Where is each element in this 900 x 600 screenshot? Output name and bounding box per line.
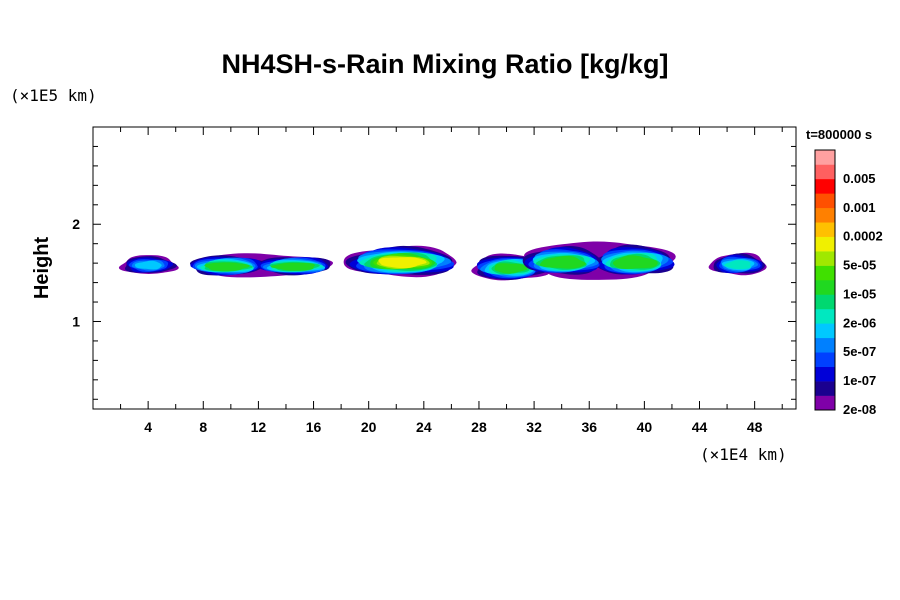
colorbar-swatch xyxy=(815,251,835,266)
y-tick-label: 1 xyxy=(72,313,80,329)
colorbar-swatch xyxy=(815,381,835,396)
colorbar-swatch xyxy=(815,193,835,209)
colorbar-swatch xyxy=(815,222,835,237)
x-unit-label: (×1E4 km) xyxy=(700,445,787,464)
colorbar-swatch xyxy=(815,337,835,353)
colorbar: 2e-08 1e-07 5e-07 2e-06 1e-05 5e-05 0.0002 0.00… xyxy=(814,149,883,417)
x-tick-label: 8 xyxy=(199,419,207,435)
colorbar-swatch xyxy=(815,395,835,411)
x-tick-label: 16 xyxy=(306,419,322,435)
x-tick-label: 28 xyxy=(471,419,487,435)
contour-band xyxy=(204,262,250,272)
x-tick-label: 44 xyxy=(692,419,708,435)
colorbar-label: 2e-06 xyxy=(843,315,876,330)
contour-band xyxy=(134,260,162,270)
cloud-layer xyxy=(190,253,334,278)
x-tick-label: 20 xyxy=(361,419,377,435)
colorbar-swatch xyxy=(815,164,835,180)
colorbar-swatch xyxy=(815,323,835,339)
contour-band xyxy=(612,255,658,269)
contour-fields xyxy=(118,241,767,281)
colorbar-swatch xyxy=(815,308,835,324)
cloud-layer xyxy=(343,245,457,278)
colorbar-swatch xyxy=(815,178,835,194)
contour-band xyxy=(539,255,586,269)
x-tick-label: 32 xyxy=(526,419,542,435)
x-tick-label: 40 xyxy=(637,419,653,435)
colorbar-swatch xyxy=(815,236,835,252)
x-axis: 4 8 12 16 20 24 28 32 36 40 44 48 xyxy=(120,127,783,435)
cloud-layer xyxy=(522,241,676,280)
colorbar-swatch xyxy=(815,366,835,382)
x-tick-label: 48 xyxy=(747,419,763,435)
colorbar-frame xyxy=(814,149,836,411)
colorbar-swatch xyxy=(815,150,835,165)
cloud-layer xyxy=(118,255,179,274)
cloud-layer xyxy=(708,252,767,276)
x-tick-label: 12 xyxy=(251,419,267,435)
y-unit-label: (×1E5 km) xyxy=(10,86,97,105)
time-label: t=800000 s xyxy=(806,127,872,142)
colorbar-label: 0.0002 xyxy=(843,229,883,244)
contour-band xyxy=(270,262,315,271)
y-axis-label: Height xyxy=(31,237,53,300)
colorbar-label: 0.005 xyxy=(843,171,876,186)
colorbar-label: 0.001 xyxy=(843,200,876,215)
y-axis: 12 xyxy=(72,145,796,400)
colorbar-label: 5e-05 xyxy=(843,258,876,273)
x-tick-label: 36 xyxy=(581,419,597,435)
contour-band xyxy=(494,263,528,274)
contour-band xyxy=(378,257,427,269)
y-tick-label: 2 xyxy=(72,216,80,232)
colorbar-label: 1e-07 xyxy=(843,373,876,388)
colorbar-label: 5e-07 xyxy=(843,344,876,359)
colorbar-swatch xyxy=(815,280,835,295)
x-tick-label: 4 xyxy=(144,419,152,435)
contour-band xyxy=(724,260,751,270)
plot-frame xyxy=(92,126,797,410)
colorbar-swatch xyxy=(815,352,835,367)
colorbar-label: 2e-08 xyxy=(843,402,876,417)
colorbar-swatch xyxy=(815,207,835,223)
chart-title: NH4SH-s-Rain Mixing Ratio [kg/kg] xyxy=(221,49,668,79)
colorbar-swatch xyxy=(815,265,835,281)
x-tick-label: 24 xyxy=(416,419,432,435)
colorbar-label: 1e-05 xyxy=(843,286,876,301)
colorbar-swatch xyxy=(815,294,835,310)
